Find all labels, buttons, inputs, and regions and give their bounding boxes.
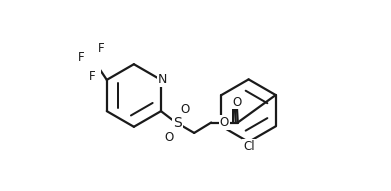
Text: O: O bbox=[181, 103, 190, 116]
Text: O: O bbox=[233, 96, 242, 108]
Text: O: O bbox=[164, 131, 174, 144]
Text: S: S bbox=[173, 117, 181, 130]
Text: N: N bbox=[158, 73, 167, 86]
Text: F: F bbox=[98, 42, 104, 55]
Text: F: F bbox=[78, 51, 84, 64]
Text: F: F bbox=[89, 70, 96, 83]
Text: O: O bbox=[219, 116, 229, 129]
Text: Cl: Cl bbox=[243, 140, 255, 153]
